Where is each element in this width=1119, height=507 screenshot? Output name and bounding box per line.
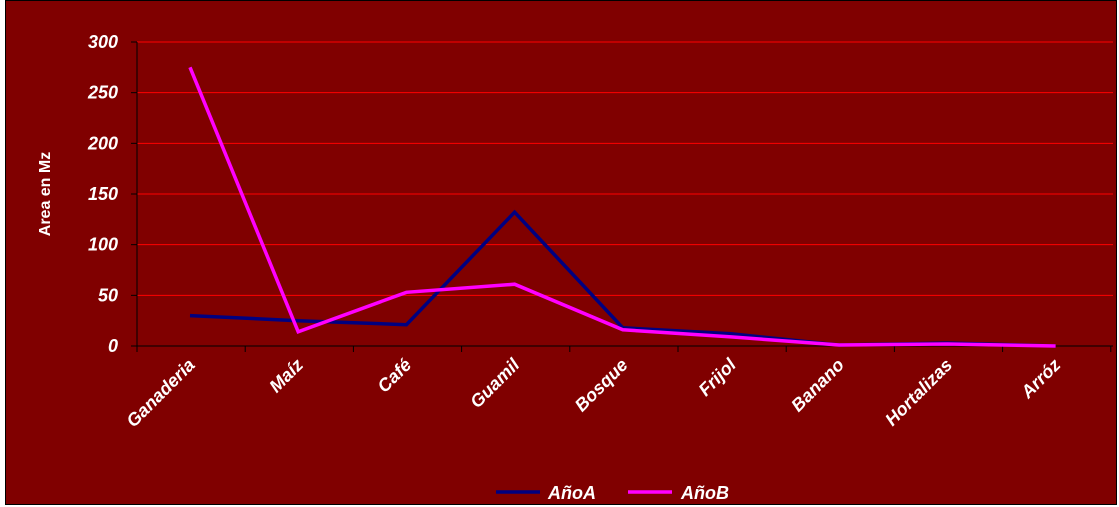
- gridlines: [131, 41, 1113, 347]
- x-tick-label: Guamil: [466, 354, 524, 412]
- x-tick-label: Café: [373, 355, 415, 397]
- y-tick-label: 250: [87, 83, 118, 103]
- series-line-1: [189, 209, 1056, 348]
- x-tick-label: Maíz: [265, 355, 307, 397]
- x-tick-label: Arróz: [1016, 355, 1064, 403]
- x-tick-label: Hortalizas: [881, 355, 956, 430]
- x-tick-label: Banano: [787, 355, 848, 416]
- y-tick-label: 100: [88, 235, 118, 255]
- y-tick-labels: 0 50 100 150 200 250 300: [87, 32, 118, 356]
- legend-label: AñoA: [547, 483, 596, 503]
- series-lines: [188, 66, 1056, 348]
- series-line-2: [188, 66, 1056, 348]
- x-tick-label: Frijol: [695, 354, 741, 400]
- axes: [136, 42, 1113, 352]
- y-tick-label: 300: [88, 32, 118, 52]
- legend-label: AñoB: [680, 483, 729, 503]
- y-axis-title: Area en Mz: [37, 152, 54, 236]
- y-tick-label: 0: [108, 336, 118, 356]
- y-tick-label: 150: [88, 184, 118, 204]
- y-tick-label: 50: [98, 285, 118, 305]
- y-tick-label: 200: [87, 133, 118, 153]
- legend: AñoA AñoB: [496, 483, 729, 503]
- x-tick-label: Bosque: [571, 355, 632, 416]
- x-tick-labels: Ganaderia Maíz Café Guamil Bosque Frijol Banan…: [122, 354, 1064, 431]
- x-tick-label: Ganaderia: [122, 355, 198, 431]
- chart-frame: [5, 0, 1117, 505]
